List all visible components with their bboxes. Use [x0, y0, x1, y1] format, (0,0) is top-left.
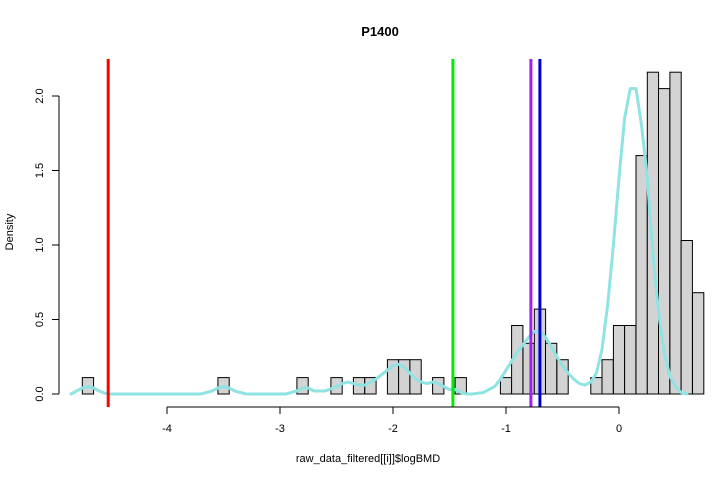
histogram-bar-20 [624, 325, 637, 395]
x-tick-label-3: -1 [501, 423, 511, 435]
density-curve-group [69, 87, 689, 396]
y-axis: 0.0 0.5 1.0 1.5 2.0 [34, 88, 60, 402]
histogram-bar-11 [499, 377, 513, 395]
histogram-bar-13 [522, 342, 535, 395]
chart-title: P1400 [361, 24, 399, 39]
y-tick-label-1: 0.5 [34, 312, 46, 327]
reference-lines [106, 59, 542, 407]
x-axis-label: raw_data_filtered[[i]]$logBMD [296, 453, 440, 465]
histogram-bar-22 [646, 71, 660, 395]
y-axis-label: Density [4, 213, 16, 250]
y-tick-label-2: 1.0 [34, 237, 46, 252]
histogram-bar-26 [692, 292, 705, 395]
histogram-bar-8 [409, 359, 422, 395]
y-tick-label-0: 0.0 [34, 386, 46, 401]
x-tick-label-2: -2 [388, 423, 398, 435]
histogram-bars [81, 71, 705, 395]
histogram-bar-24 [669, 71, 682, 395]
histogram-bar-16 [556, 359, 569, 395]
y-tick-label-4: 2.0 [34, 88, 46, 103]
x-axis: -4 -3 -2 -1 0 [162, 406, 622, 435]
x-tick-label-1: -3 [275, 423, 285, 435]
histogram-bar-2 [296, 377, 309, 395]
histogram-bar-21 [635, 155, 648, 395]
histogram-bar-18 [601, 359, 614, 395]
histogram-bar-25 [680, 240, 693, 395]
x-tick-label-4: 0 [616, 423, 622, 435]
x-tick-label-0: -4 [162, 423, 172, 435]
density-curve [69, 87, 689, 396]
histogram-bar-19 [612, 325, 626, 395]
y-tick-label-3: 1.5 [34, 163, 46, 178]
